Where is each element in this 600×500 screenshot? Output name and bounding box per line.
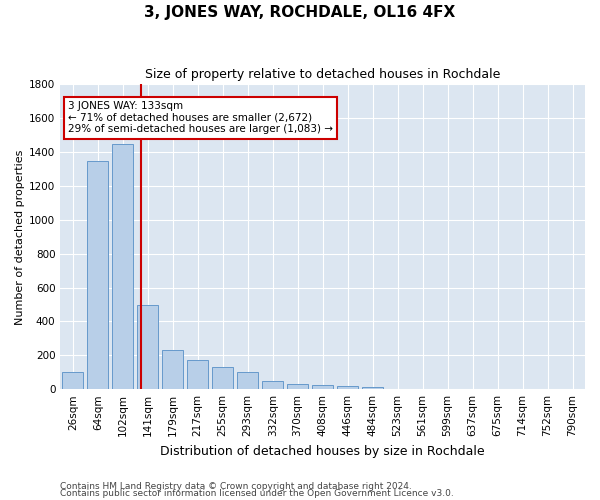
Bar bbox=[237, 372, 258, 389]
Bar bbox=[87, 160, 109, 389]
Text: Contains HM Land Registry data © Crown copyright and database right 2024.: Contains HM Land Registry data © Crown c… bbox=[60, 482, 412, 491]
Bar bbox=[62, 372, 83, 389]
Title: Size of property relative to detached houses in Rochdale: Size of property relative to detached ho… bbox=[145, 68, 500, 80]
Bar bbox=[287, 384, 308, 389]
X-axis label: Distribution of detached houses by size in Rochdale: Distribution of detached houses by size … bbox=[160, 444, 485, 458]
Text: 3, JONES WAY, ROCHDALE, OL16 4FX: 3, JONES WAY, ROCHDALE, OL16 4FX bbox=[145, 5, 455, 20]
Bar bbox=[212, 367, 233, 389]
Bar bbox=[312, 385, 333, 389]
Bar bbox=[262, 380, 283, 389]
Bar bbox=[137, 304, 158, 389]
Bar bbox=[337, 386, 358, 389]
Text: Contains public sector information licensed under the Open Government Licence v3: Contains public sector information licen… bbox=[60, 490, 454, 498]
Bar bbox=[162, 350, 184, 389]
Bar bbox=[187, 360, 208, 389]
Y-axis label: Number of detached properties: Number of detached properties bbox=[15, 149, 25, 324]
Bar bbox=[112, 144, 133, 389]
Bar bbox=[362, 386, 383, 389]
Text: 3 JONES WAY: 133sqm
← 71% of detached houses are smaller (2,672)
29% of semi-det: 3 JONES WAY: 133sqm ← 71% of detached ho… bbox=[68, 101, 333, 134]
